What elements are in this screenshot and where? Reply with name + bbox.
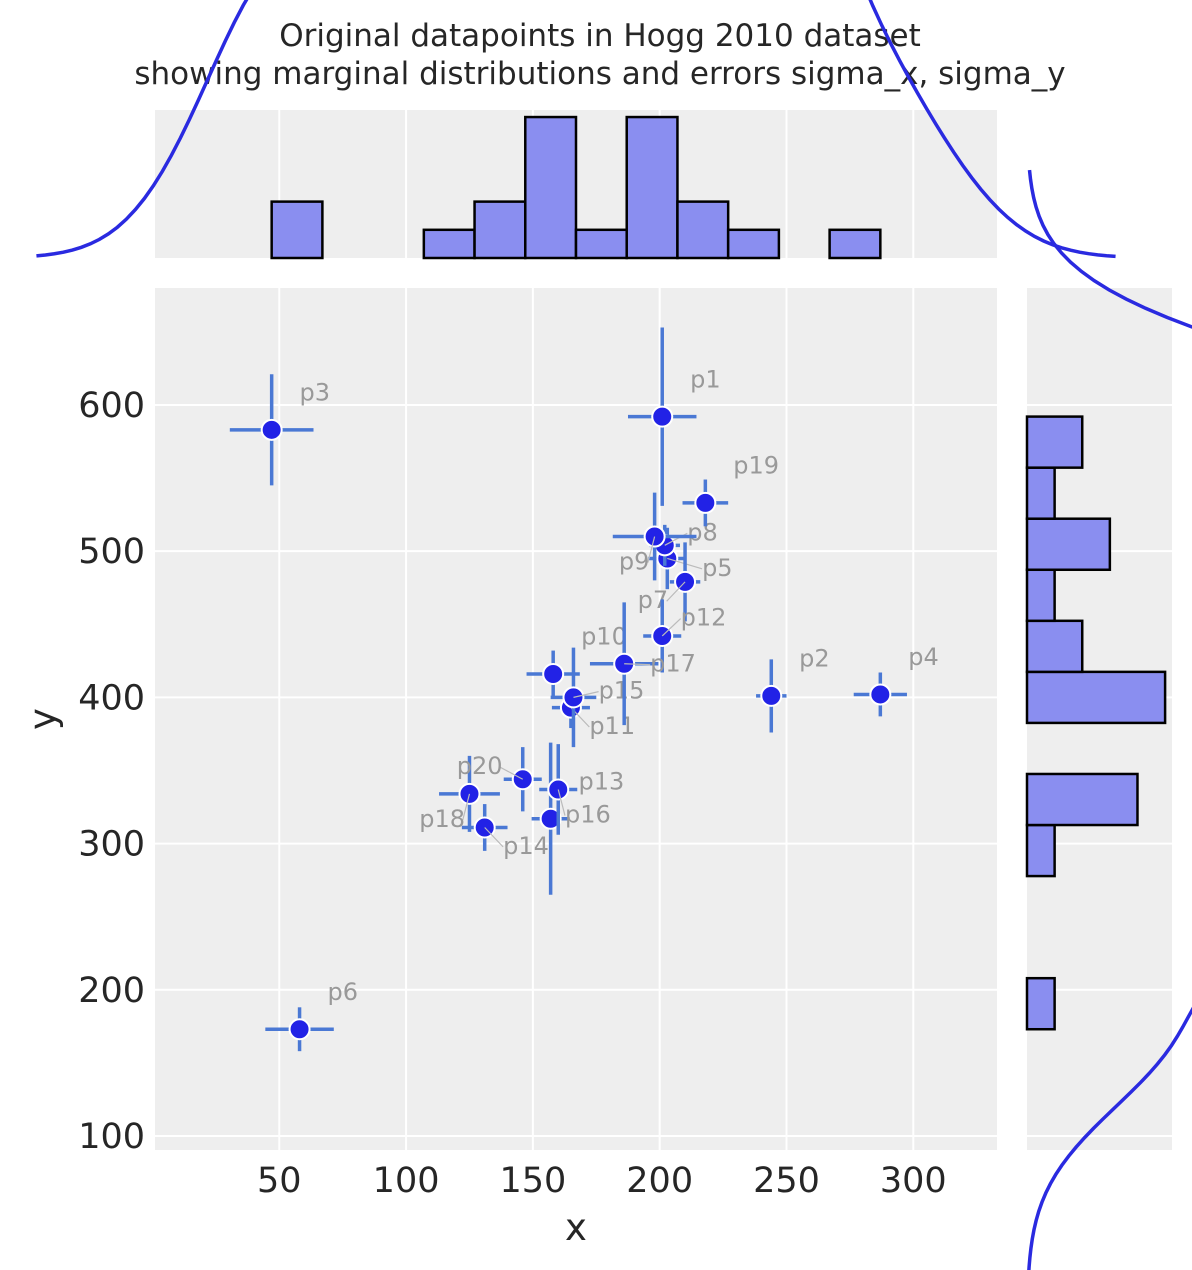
point-label: p11	[589, 712, 635, 740]
x-histogram-bar	[574, 228, 628, 260]
point-label: p17	[650, 650, 696, 678]
y-tick-label: 500	[78, 532, 145, 572]
point-label: p20	[457, 752, 503, 780]
y-tick-label: 300	[78, 825, 145, 865]
data-point-p17: p17	[589, 602, 696, 726]
point-label: p13	[579, 767, 625, 795]
x-tick-label: 150	[499, 1161, 566, 1201]
label-leader-line	[462, 793, 471, 821]
data-point-p18: p18	[419, 755, 500, 833]
label-leader-line	[499, 766, 524, 780]
label-leader-line	[573, 691, 599, 698]
y-histogram-bar	[1025, 670, 1167, 725]
x-histogram-bar	[828, 228, 882, 260]
y-histogram-bar	[1025, 823, 1056, 878]
data-point-p1: p1	[627, 327, 721, 506]
scatter-marker	[760, 684, 783, 707]
y-histogram-bar	[1025, 619, 1084, 674]
y-histogram-bar	[1025, 466, 1056, 520]
data-point-p13: p13	[531, 742, 625, 895]
scatter-marker	[260, 418, 283, 441]
x-kde-curve	[36, 0, 1116, 259]
x-tick-label: 100	[373, 1161, 440, 1201]
point-label: p9	[619, 548, 650, 576]
label-leader-line	[624, 663, 651, 666]
data-point-p15: p15	[550, 647, 645, 748]
point-label: p16	[565, 801, 611, 829]
x-histogram-bar	[422, 228, 476, 260]
y-histogram-bar	[1025, 517, 1112, 572]
x-histogram-bar	[270, 200, 324, 260]
y-axis-label: y	[21, 708, 64, 730]
y-tick-label: 100	[78, 1117, 145, 1157]
y-tick-label: 600	[78, 386, 145, 426]
scatter-marker	[542, 662, 565, 685]
data-point-p6: p6	[265, 978, 358, 1052]
x-histogram-bar	[676, 200, 730, 260]
label-leader-line	[666, 581, 686, 602]
y-kde-curve	[1027, 169, 1192, 1270]
scatter-marker	[539, 807, 562, 830]
data-point-p19: p19	[682, 452, 779, 527]
x-tick-label: 200	[626, 1161, 693, 1201]
point-label: p4	[908, 643, 939, 671]
scatter-marker	[869, 683, 892, 706]
point-label: p10	[581, 623, 627, 651]
scatter-marker	[651, 405, 674, 428]
scatter-marker	[288, 1018, 311, 1041]
y-tick-label: 400	[78, 678, 145, 718]
point-label: p15	[599, 677, 645, 705]
data-point-p12: p12	[643, 599, 727, 673]
x-histogram-bar	[726, 228, 781, 260]
label-leader-line	[661, 618, 682, 637]
y-histogram-bar	[1025, 772, 1139, 827]
data-point-p2: p2	[756, 645, 830, 733]
data-point-p9: p9	[612, 492, 697, 581]
plot-group: 50 100 150 200 250 300 100 200 300 400 500 600 p1 p2 p…	[36, 0, 1192, 1270]
point-label: p3	[300, 379, 331, 407]
chart-title-line1: Original datapoints in Hogg 2010 dataset	[279, 18, 921, 54]
y-histogram-bar	[1025, 568, 1056, 623]
scatter-marker	[694, 491, 717, 514]
x-histogram-bar	[524, 115, 578, 260]
x-histogram-bar	[625, 115, 679, 260]
x-tick-label: 300	[880, 1161, 947, 1201]
main-plot-area	[155, 288, 997, 1150]
x-axis-label: x	[565, 1206, 587, 1249]
data-point-p20: p20	[457, 747, 542, 812]
data-point-p3: p3	[229, 374, 331, 486]
data-point-p4: p4	[853, 643, 939, 717]
data-point-p14: p14	[461, 804, 549, 860]
y-histogram-bar	[1025, 415, 1084, 469]
y-tick-label: 200	[78, 971, 145, 1011]
x-tick-label: 250	[753, 1161, 820, 1201]
label-leader-line	[557, 789, 566, 816]
point-label: p18	[419, 805, 465, 833]
y-histogram-bar	[1025, 976, 1056, 1031]
point-label: p8	[687, 518, 718, 546]
point-label: p2	[799, 645, 830, 673]
x-tick-label: 50	[257, 1161, 302, 1201]
point-label: p5	[702, 554, 733, 582]
x-histogram-bar	[473, 200, 527, 260]
point-label: p1	[690, 365, 721, 393]
point-label: p14	[503, 832, 549, 860]
point-label: p19	[733, 452, 779, 480]
label-leader-line	[647, 536, 656, 563]
chart-title-line2: showing marginal distributions and error…	[134, 56, 1065, 92]
data-point-p16: p16	[539, 744, 611, 835]
point-label: p6	[327, 978, 358, 1006]
label-leader-line	[484, 827, 504, 848]
point-label: p12	[681, 604, 727, 632]
data-point-p10: p10	[526, 623, 627, 698]
